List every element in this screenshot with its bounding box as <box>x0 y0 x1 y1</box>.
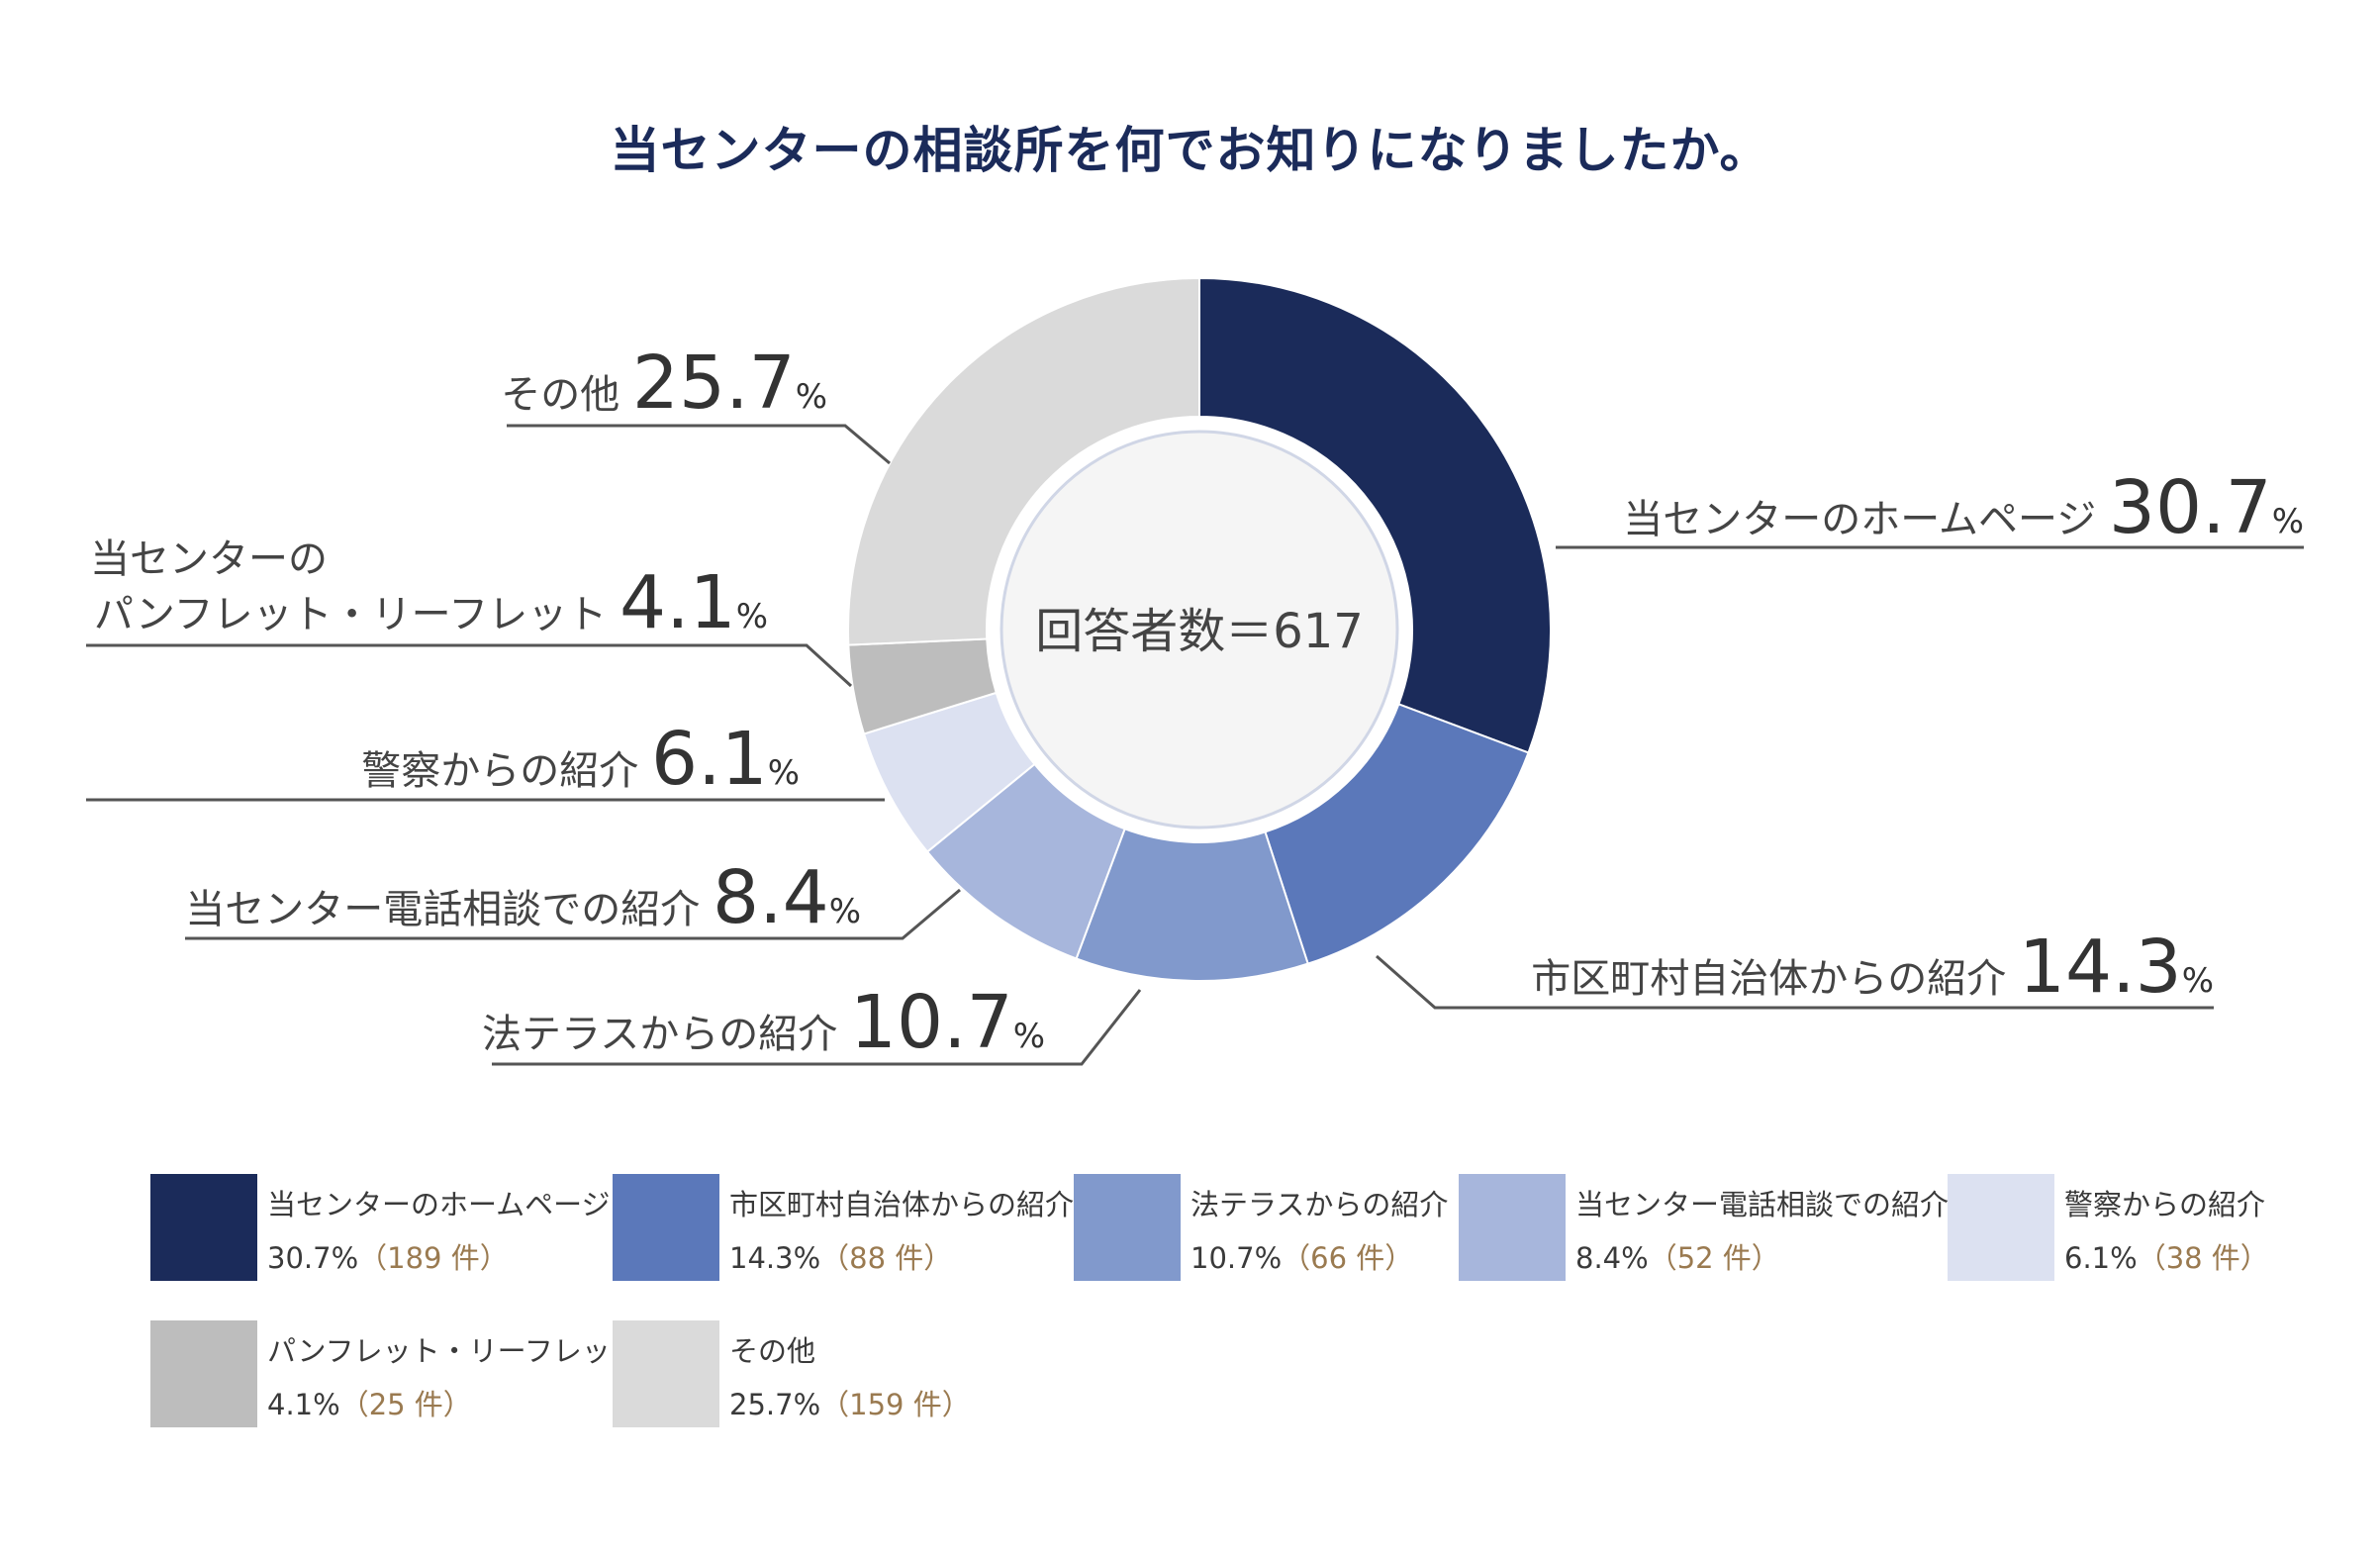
callout-label: 警察からの紹介 6.1% <box>361 717 800 802</box>
legend-value: 4.1%（25 件） <box>267 1382 472 1423</box>
legend-label: 当センターのホームページ <box>267 1188 611 1221</box>
callout-label: 市区町村自治体からの紹介 14.3% <box>1531 925 2214 1010</box>
legend-percent: 8.4% <box>1575 1241 1649 1275</box>
legend-percent: 30.7% <box>267 1241 359 1275</box>
callout-label: 当センター電話相談での紹介 8.4% <box>185 855 861 940</box>
legend-value: 30.7%（189 件） <box>267 1235 509 1277</box>
legend-item: 法テラスからの紹介 10.7%（66 件） <box>1074 1174 1529 1283</box>
legend-swatch <box>150 1174 257 1281</box>
legend-label: その他 <box>729 1334 816 1368</box>
leader-line <box>1376 954 2214 1010</box>
legend-count: （88 件） <box>820 1241 953 1275</box>
legend-count: （159 件） <box>820 1388 971 1421</box>
center-ring <box>1000 430 1399 829</box>
legend-swatch <box>1459 1174 1566 1281</box>
legend-count: （189 件） <box>358 1241 509 1275</box>
legend-percent: 25.7% <box>729 1388 821 1421</box>
legend-item: 当センターのホームページ 30.7%（189 件） <box>150 1174 611 1283</box>
callout-label: その他 25.7% <box>501 341 827 426</box>
legend-item: 市区町村自治体からの紹介 14.3%（88 件） <box>613 1174 1074 1283</box>
legend-percent: 4.1% <box>267 1388 340 1421</box>
legend-percent: 14.3% <box>729 1241 821 1275</box>
legend-count: （66 件） <box>1282 1241 1414 1275</box>
legend-value: 25.7%（159 件） <box>729 1382 971 1423</box>
legend-label: 市区町村自治体からの紹介 <box>729 1188 1075 1221</box>
chart-title: 当センターの相談所を何でお知りになりましたか。 <box>610 122 1770 179</box>
respondent-count: 回答者数＝617 <box>1035 604 1364 659</box>
legend-swatch <box>150 1320 257 1427</box>
legend-label: 法テラスからの紹介 <box>1190 1188 1449 1221</box>
legend-count: （52 件） <box>1648 1241 1780 1275</box>
legend-percent: 10.7% <box>1190 1241 1283 1275</box>
legend-swatch <box>1948 1174 2054 1281</box>
legend-item: その他 25.7%（159 件） <box>613 1320 1068 1429</box>
leader-line <box>86 643 853 688</box>
legend-percent: 6.1% <box>2064 1241 2138 1275</box>
callout-label: 当センターのホームページ 30.7% <box>1623 465 2304 550</box>
legend-item: 警察からの紹介 6.1%（38 件） <box>1948 1174 2380 1283</box>
legend-swatch <box>613 1174 719 1281</box>
pie-slice <box>846 276 1200 646</box>
leader-line <box>185 888 961 940</box>
legend-label: 警察からの紹介 <box>2064 1188 2266 1221</box>
legend-count: （25 件） <box>339 1388 472 1421</box>
legend-value: 8.4%（52 件） <box>1575 1235 1780 1277</box>
callout-label-line1: 当センターの <box>90 536 328 582</box>
callout-label: パンフレット・リーフレット 4.1% <box>94 560 768 645</box>
legend-item: パンフレット・リーフレット 4.1%（25 件） <box>150 1320 639 1429</box>
legend-value: 6.1%（38 件） <box>2064 1235 2269 1277</box>
pie-slice <box>1264 703 1530 965</box>
legend-count: （38 件） <box>2137 1241 2269 1275</box>
legend-label: パンフレット・リーフレット <box>267 1334 639 1368</box>
legend-swatch <box>613 1320 719 1427</box>
legend-swatch <box>1074 1174 1181 1281</box>
leader-line <box>507 424 891 465</box>
legend-item: 当センター電話相談での紹介 8.4%（52 件） <box>1459 1174 1949 1283</box>
callout-label: 法テラスからの紹介 10.7% <box>482 980 1045 1065</box>
leader-line <box>492 989 1142 1066</box>
legend-value: 10.7%（66 件） <box>1190 1235 1413 1277</box>
pie-slice <box>1198 276 1552 754</box>
legend-label: 当センター電話相談での紹介 <box>1575 1188 1950 1221</box>
legend-value: 14.3%（88 件） <box>729 1235 952 1277</box>
